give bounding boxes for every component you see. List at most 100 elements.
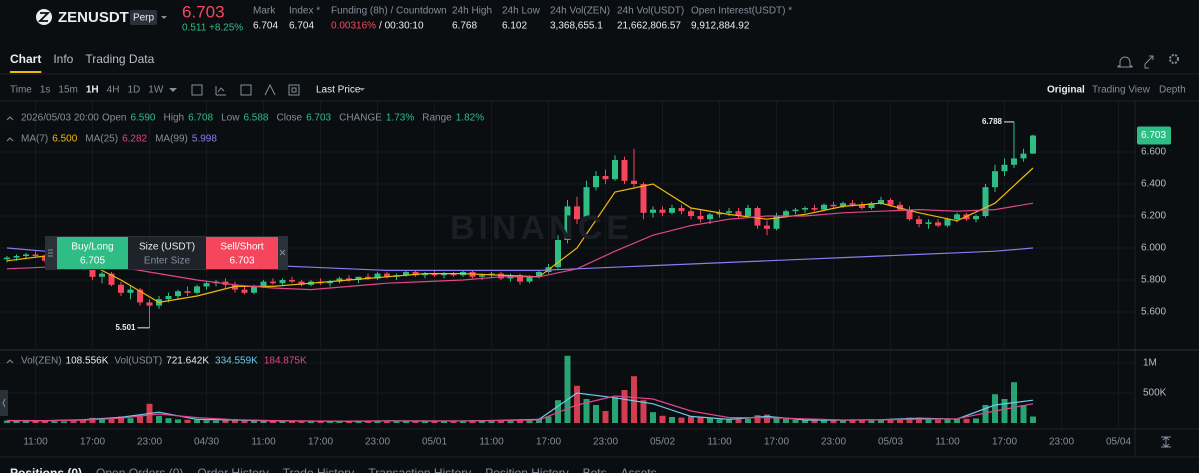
symbol[interactable]: ZENUSDT <box>58 9 129 26</box>
candle-body <box>251 286 257 293</box>
candle-body <box>23 254 29 256</box>
stat-extra: / 00:30:10 <box>379 21 424 32</box>
volume-bar <box>631 376 637 423</box>
candle-body <box>868 203 875 208</box>
side-handle[interactable] <box>0 390 8 416</box>
bottom-tab[interactable]: Open Orders (0) <box>96 466 183 473</box>
candle-body <box>783 211 789 216</box>
bottom-tab[interactable]: Order History <box>197 466 268 473</box>
interval[interactable]: 4H <box>107 85 120 96</box>
x-tick-label: 11:00 <box>23 437 48 448</box>
vol-value: 184.875K <box>264 356 307 367</box>
sell-button[interactable] <box>206 237 278 269</box>
x-tick-label: 05/01 <box>422 437 447 448</box>
candle-body <box>441 273 447 276</box>
collapse-icons[interactable] <box>6 116 14 364</box>
candle-body <box>289 280 295 282</box>
interval[interactable]: 15m <box>58 85 77 96</box>
interval-dropdown[interactable] <box>169 88 177 92</box>
volume-bar <box>811 420 818 423</box>
size-input[interactable] <box>128 237 206 269</box>
interval[interactable]: 1s <box>40 85 51 96</box>
chart: 11:00 17:00 23:00 04/30 11:00 17:00 23:00 05/01… <box>0 101 1199 457</box>
volume-bar <box>1001 399 1008 423</box>
volume-bar <box>602 411 609 423</box>
bell-icon[interactable] <box>1117 56 1133 68</box>
expand-icon[interactable] <box>1144 55 1154 69</box>
x-tick-label: 23:00 <box>1049 437 1074 448</box>
candle-body <box>764 225 770 229</box>
volume-bar <box>545 416 552 423</box>
candle-body <box>279 280 286 284</box>
candle-body <box>640 184 647 213</box>
buy-button[interactable] <box>57 237 128 269</box>
bottom-tab[interactable]: Transaction History <box>368 466 471 473</box>
scale-icon[interactable] <box>1161 436 1171 448</box>
bottom-tab[interactable]: Bots <box>583 466 607 473</box>
volume-bar <box>374 420 381 423</box>
volume-bar <box>4 420 10 423</box>
volume-bar <box>488 420 495 423</box>
view-option[interactable]: Trading View <box>1092 85 1151 96</box>
stat-value: 6.102 <box>502 21 527 32</box>
interval[interactable]: Time <box>10 85 32 96</box>
candle-body <box>659 209 666 213</box>
candle-body <box>327 281 333 284</box>
calendar-icon[interactable] <box>191 84 203 96</box>
price-type[interactable]: Last Price <box>316 85 361 96</box>
x-tick-label: 17:00 <box>992 437 1017 448</box>
volume-bar <box>555 400 561 423</box>
perp-badge <box>130 10 157 25</box>
interval[interactable]: 1W <box>148 85 164 96</box>
volume-bar <box>317 421 324 423</box>
volume-bar <box>745 418 751 423</box>
candle-body <box>32 254 39 256</box>
vol-value: 334.559K <box>215 356 258 367</box>
stat-label: Open Interest(USDT) * <box>691 6 792 17</box>
layout-icon[interactable] <box>288 84 300 96</box>
candle-body <box>982 187 989 216</box>
sell-price: 6.703 <box>229 256 254 267</box>
candle-body <box>821 204 827 210</box>
tab[interactable]: Chart <box>10 52 41 66</box>
template-icon[interactable] <box>240 84 252 96</box>
bottom-tab[interactable]: Trade History <box>283 466 355 473</box>
volume-bar <box>583 399 590 423</box>
drag-handle[interactable] <box>48 249 53 257</box>
y-tick-label: 6.000 <box>1141 243 1166 254</box>
candle-body <box>374 273 381 279</box>
legend-value: 6.708 <box>188 113 213 124</box>
volume-bar <box>99 418 105 423</box>
tab[interactable]: Trading Data <box>85 52 154 66</box>
view-option[interactable]: Depth <box>1159 85 1186 96</box>
volume-bar <box>859 419 865 423</box>
interval[interactable]: 1H <box>86 85 99 96</box>
candle-body <box>412 272 419 276</box>
candle-body <box>954 214 960 220</box>
settings-icon[interactable] <box>1169 54 1179 64</box>
order-panel: Buy/Long 6.705 Size (USDT) Enter Size Se… <box>45 236 288 270</box>
symbol-dropdown[interactable] <box>161 16 167 19</box>
indicator-icon[interactable] <box>215 86 226 96</box>
legend-label: Range <box>422 113 452 124</box>
bottom-tab[interactable]: Positions (0) <box>10 466 82 473</box>
bottom-tab[interactable]: Position History <box>485 466 568 473</box>
stat-label: 24h Vol(USDT) <box>617 6 684 17</box>
volume-bar <box>70 420 77 423</box>
stat-label: 24h High <box>452 6 492 17</box>
candle-body <box>365 276 371 279</box>
close-panel[interactable] <box>279 249 286 256</box>
bottom-tab[interactable]: Assets <box>621 466 657 473</box>
candle-body <box>146 302 153 306</box>
draw-icon[interactable] <box>264 83 276 96</box>
candle-body <box>792 209 799 212</box>
tab[interactable]: Info <box>53 52 73 66</box>
interval[interactable]: 1D <box>127 85 140 96</box>
price-type-caret[interactable] <box>359 88 365 91</box>
candle-body <box>973 216 979 220</box>
buy-price: 6.705 <box>80 256 105 267</box>
candle-body <box>536 272 542 277</box>
volume-bar <box>688 416 694 423</box>
view-option[interactable]: Original <box>1047 85 1085 96</box>
candle-body <box>346 278 352 280</box>
